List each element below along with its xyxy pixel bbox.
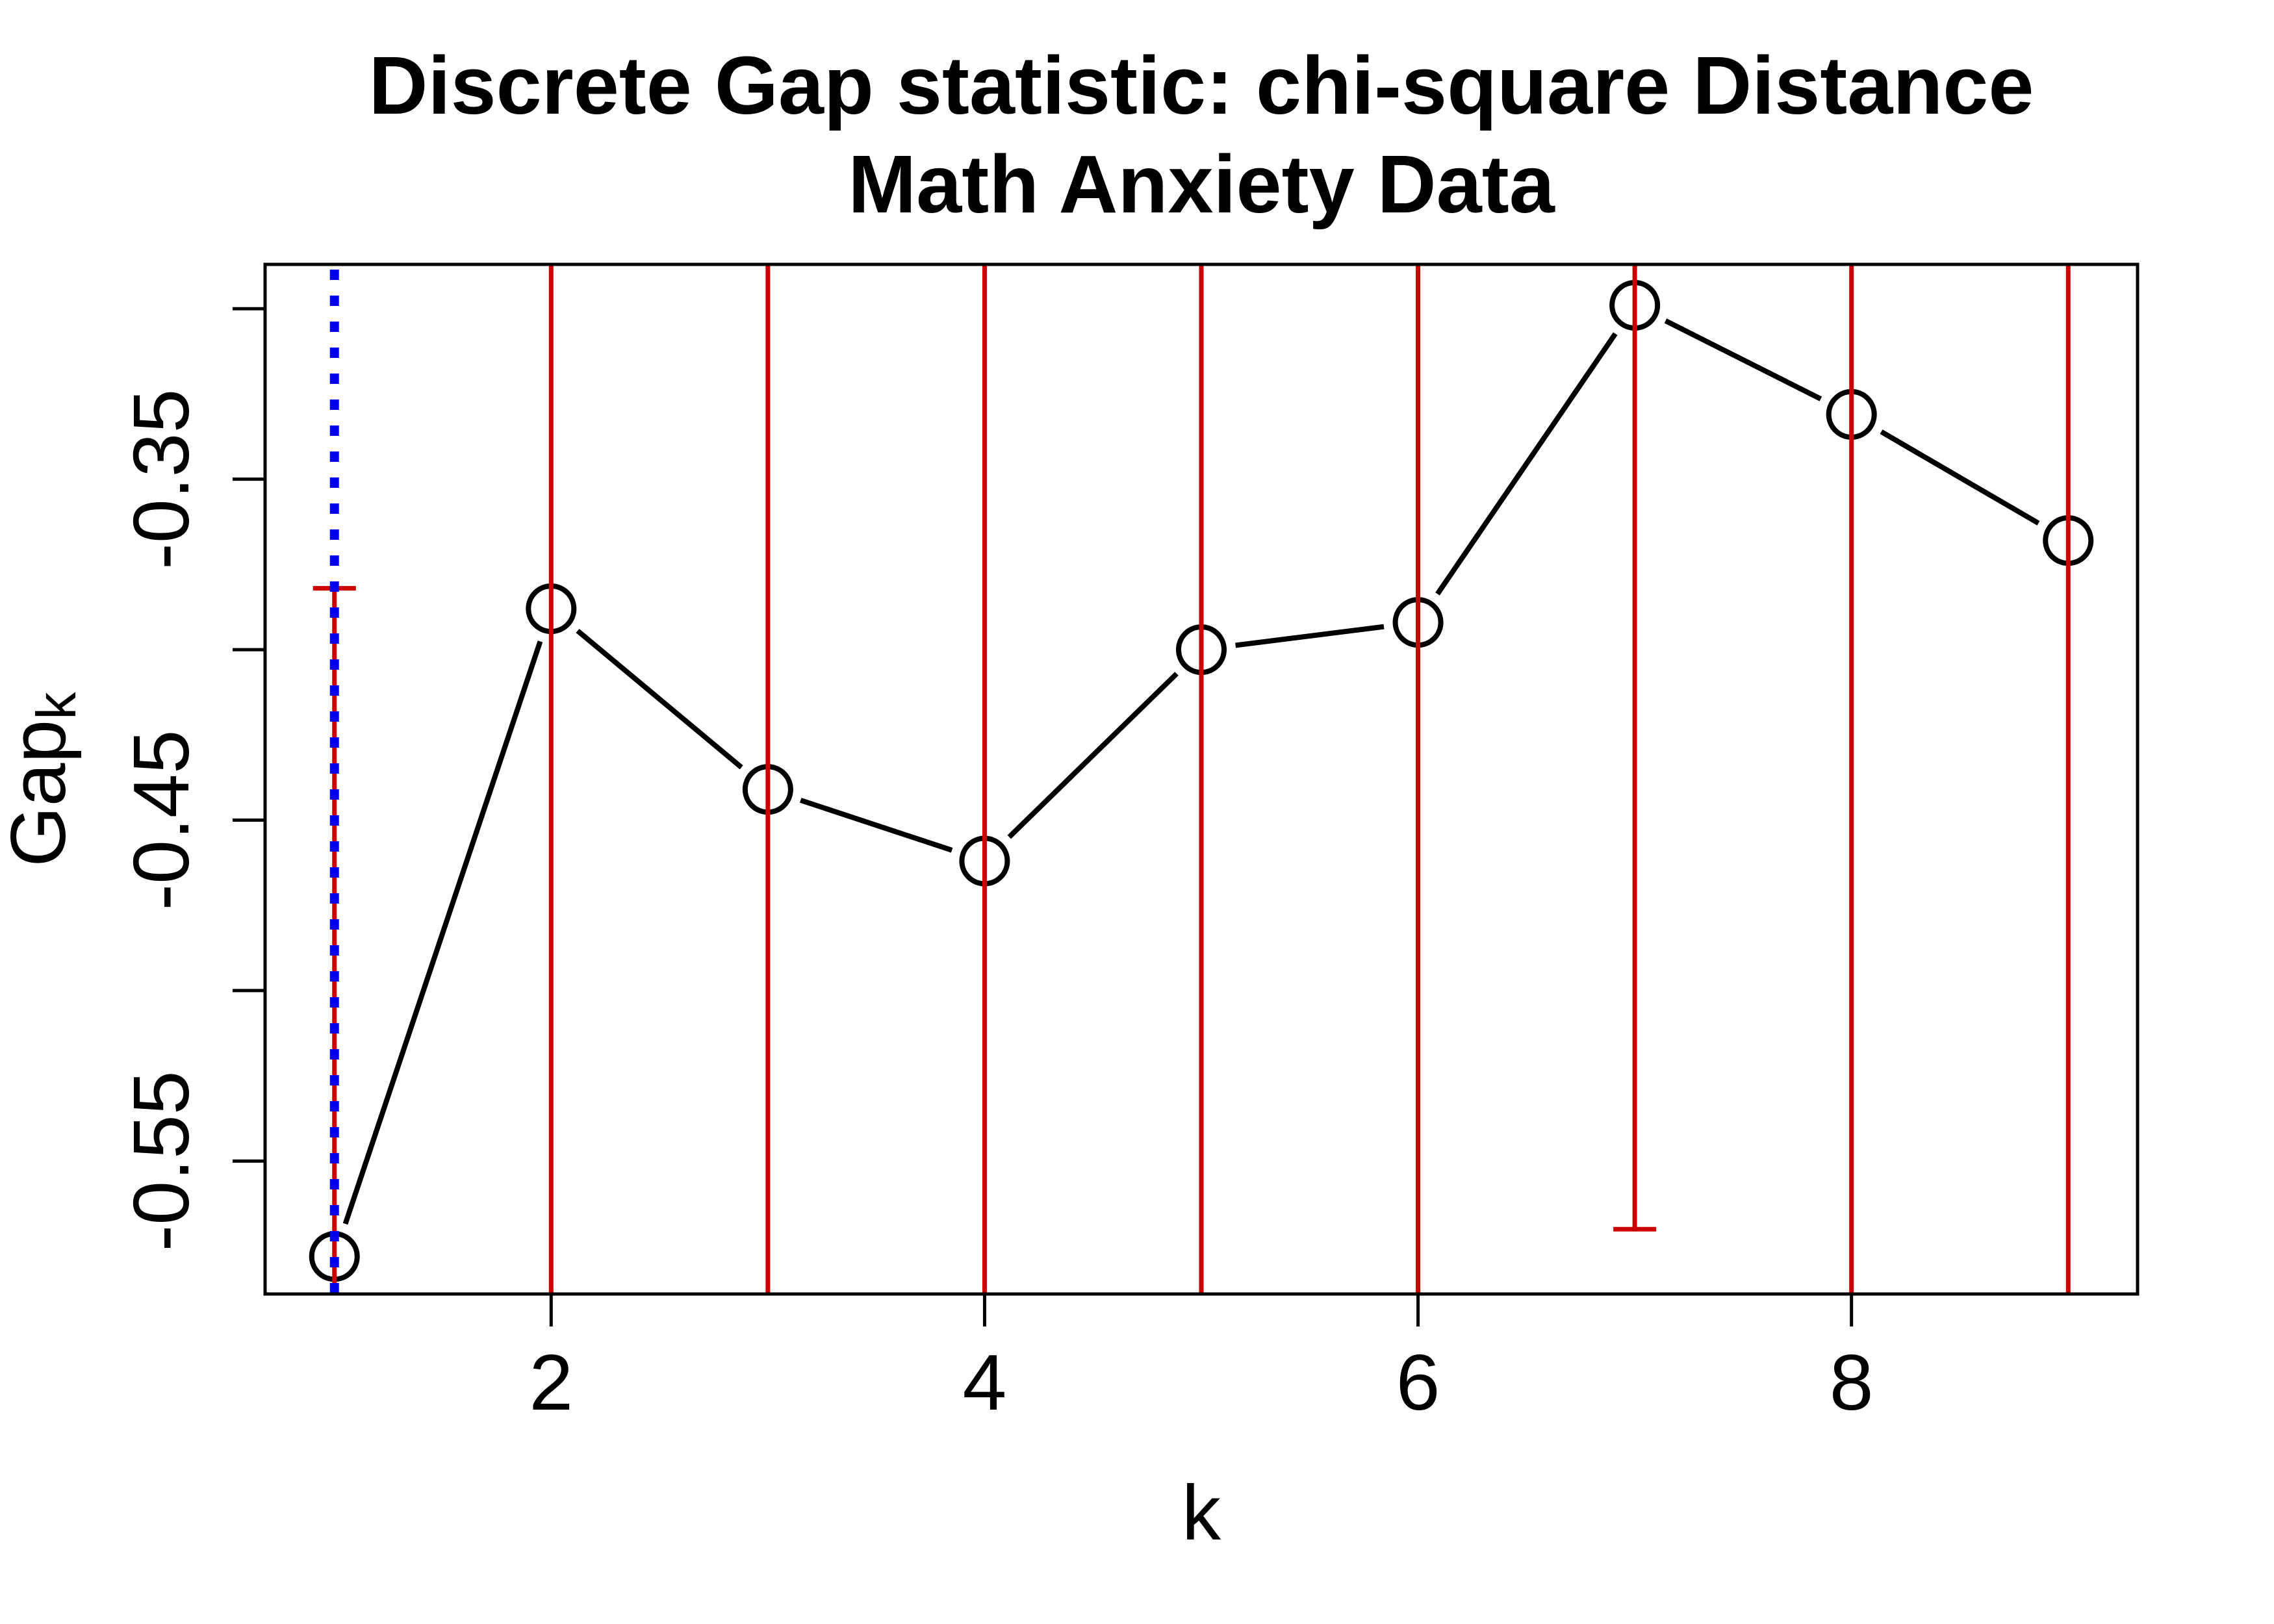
x-axis-label: k	[1182, 1469, 1221, 1556]
y-axis-label-main: Gap	[0, 720, 82, 867]
x-tick-label: 6	[1396, 1338, 1440, 1427]
plot-border	[263, 262, 2140, 1296]
series-segment	[1664, 318, 1822, 401]
series-segment	[576, 628, 743, 770]
plot-contents: -0.35 -0.45 -0.55 2 4 6 8	[117, 264, 2094, 1427]
y-tick-label: -0.35	[117, 389, 205, 570]
series-segment	[1007, 672, 1179, 839]
series-segment	[342, 641, 543, 1225]
x-tick-label: 2	[529, 1338, 573, 1427]
y-axis-label: Gapk	[0, 692, 88, 867]
y-tick-label: -0.45	[117, 730, 205, 910]
series-segment	[1880, 429, 2040, 526]
x-tick-label: 4	[963, 1338, 1007, 1427]
series-segment	[799, 798, 953, 853]
y-tick-label: -0.55	[117, 1071, 205, 1251]
series-segment	[1435, 332, 1618, 596]
y-axis-label-subscript: k	[26, 692, 88, 720]
chart-title: Discrete Gap statistic: chi-square Dista…	[369, 40, 2034, 131]
series-segment	[1235, 624, 1385, 648]
chart-subtitle: Math Anxiety Data	[848, 138, 1555, 230]
x-tick-label: 8	[1830, 1338, 1874, 1427]
